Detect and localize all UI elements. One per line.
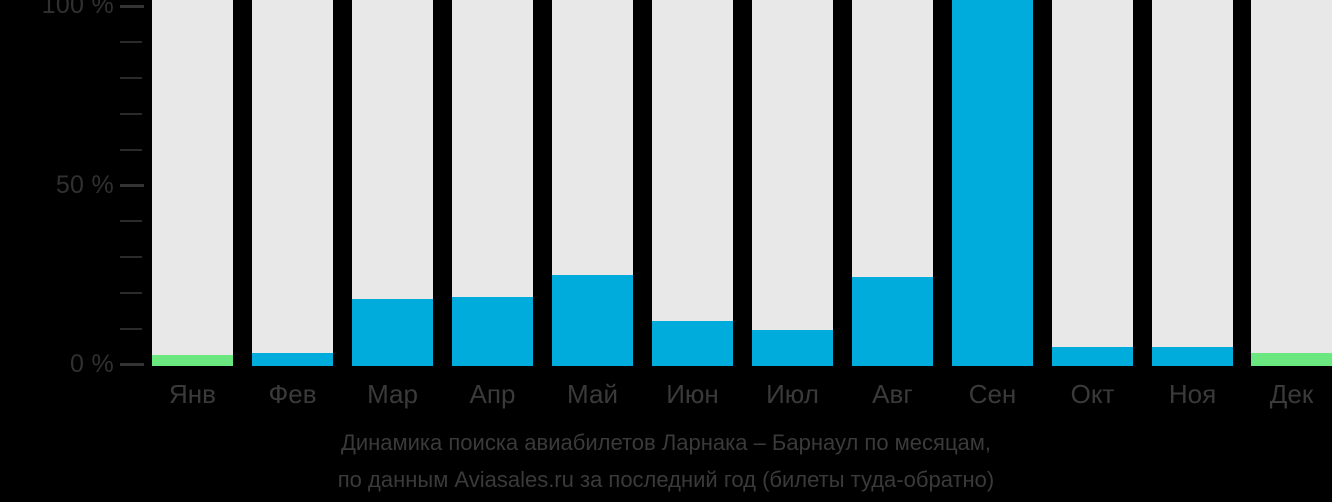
bar-fill-oct	[1052, 347, 1133, 366]
x-axis-label-jun: Июн	[666, 379, 719, 409]
y-axis-tick-60	[120, 149, 142, 151]
y-axis-tick-100	[120, 5, 144, 8]
bar-fill-jul	[752, 330, 833, 366]
y-axis-tick-50	[120, 184, 144, 187]
x-axis-label-nov: Ноя	[1168, 379, 1217, 409]
y-axis-tick-30	[120, 256, 142, 258]
bar-slot-jan[interactable]	[152, 0, 233, 366]
bar-track-feb	[252, 0, 333, 366]
y-axis-label-50: 50 %	[55, 171, 114, 199]
x-axis-label-jul: Июл	[766, 379, 819, 409]
chart-caption-line-2: по данным Aviasales.ru за последний год …	[337, 467, 995, 492]
chart-caption-line-1: Динамика поиска авиабилетов Ларнака – Ба…	[340, 430, 992, 455]
bar-fill-nov	[1152, 347, 1233, 366]
x-axis-label-mar: Мар	[367, 379, 418, 409]
y-axis: 100 % 50 % 0 %	[0, 0, 152, 380]
bar-fill-dec	[1251, 353, 1332, 366]
bar-slot-jun[interactable]	[652, 0, 733, 366]
x-axis-label-may: Май	[567, 379, 618, 409]
y-axis-label-0: 0 %	[70, 350, 114, 378]
y-axis-tick-90	[120, 41, 142, 43]
bar-slot-nov[interactable]	[1152, 0, 1233, 366]
bar-fill-mar	[352, 299, 433, 366]
y-axis-tick-80	[120, 77, 142, 79]
bar-track-jan	[152, 0, 233, 366]
x-axis-label-jan: Янв	[169, 379, 216, 409]
bar-fill-aug	[852, 277, 933, 366]
y-axis-tick-0	[120, 363, 144, 366]
x-axis-label-feb: Фев	[268, 379, 317, 409]
bar-slot-may[interactable]	[552, 0, 633, 366]
bar-fill-jan	[152, 355, 233, 366]
bar-slot-jul[interactable]	[752, 0, 833, 366]
bar-slot-sep[interactable]	[952, 0, 1033, 366]
x-axis-label-dec: Дек	[1269, 379, 1314, 409]
chart-caption: Динамика поиска авиабилетов Ларнака – Ба…	[0, 424, 1332, 498]
bar-track-nov	[1152, 0, 1233, 366]
bar-fill-may	[552, 275, 633, 366]
bar-slot-apr[interactable]	[452, 0, 533, 366]
y-axis-tick-10	[120, 328, 142, 330]
y-axis-tick-70	[120, 113, 142, 115]
bar-fill-jun	[652, 321, 733, 366]
bar-track-jul	[752, 0, 833, 366]
x-axis-label-sep: Сен	[968, 379, 1017, 409]
x-axis-label-apr: Апр	[469, 379, 516, 409]
y-axis-tick-40	[120, 220, 142, 222]
bar-fill-apr	[452, 297, 533, 366]
bar-slot-dec[interactable]	[1251, 0, 1332, 366]
bar-slot-oct[interactable]	[1052, 0, 1133, 366]
bar-slot-mar[interactable]	[352, 0, 433, 366]
plot-area	[152, 0, 1332, 366]
x-axis-label-oct: Окт	[1070, 379, 1115, 409]
bar-track-jun	[652, 0, 733, 366]
bar-track-oct	[1052, 0, 1133, 366]
y-axis-label-100: 100 %	[41, 0, 114, 19]
x-axis-label-aug: Авг	[872, 379, 913, 409]
y-axis-tick-20	[120, 292, 142, 294]
bar-fill-feb	[252, 353, 333, 366]
bar-slot-aug[interactable]	[852, 0, 933, 366]
bar-fill-sep	[952, 0, 1033, 366]
x-axis: Янв Фев Мар Апр Май Июн Июл Авг Сен Окт …	[152, 366, 1332, 418]
bar-track-dec	[1251, 0, 1332, 366]
bar-slot-feb[interactable]	[252, 0, 333, 366]
